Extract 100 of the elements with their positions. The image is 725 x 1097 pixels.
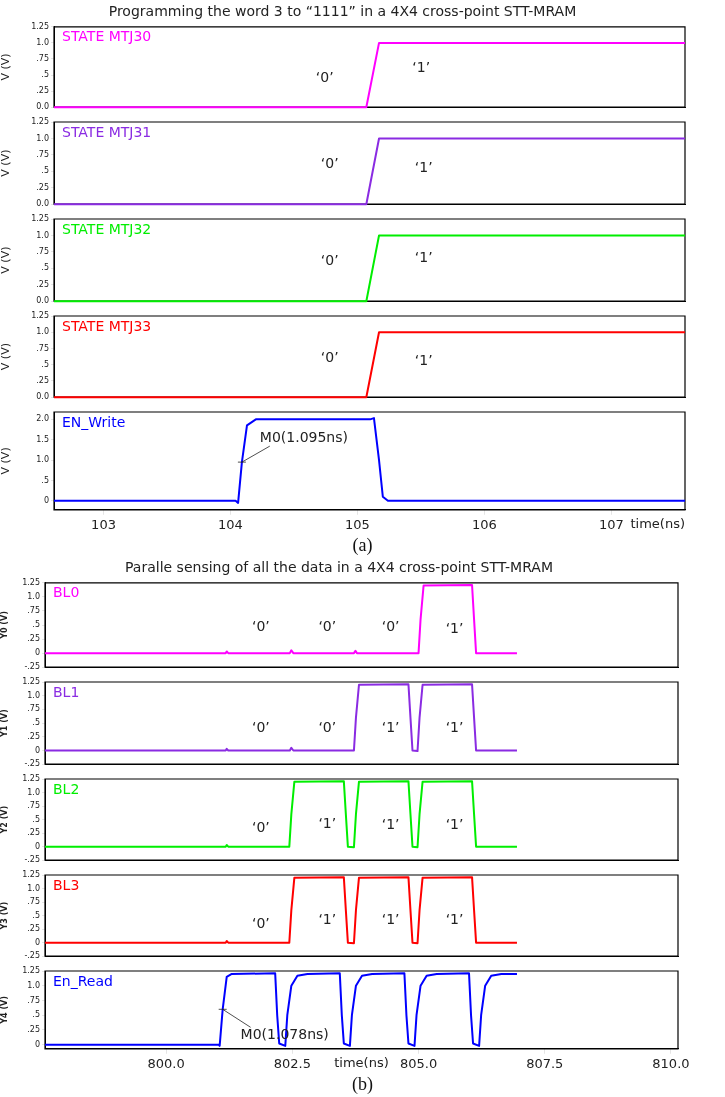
text: STATE MTJ32 <box>62 220 152 237</box>
annotation: ‘1’ <box>445 910 464 927</box>
annotation: ‘0’ <box>320 155 339 172</box>
y-tick-label: 0 <box>43 495 49 505</box>
text: EN_Write <box>62 413 126 430</box>
y-tick-label: .5 <box>41 263 49 273</box>
annotation: ‘1’ <box>318 910 337 927</box>
y-tick-label: .25 <box>36 86 49 96</box>
y-axis-title: V (V) <box>0 343 13 371</box>
y-tick-label: 1.0 <box>27 591 40 601</box>
y-axis-title: V (V) <box>0 149 13 177</box>
annotation: ‘1’ <box>381 910 400 927</box>
text: (a) <box>351 534 374 556</box>
text: En_Read <box>53 972 113 989</box>
x-tick-label: 106 <box>471 516 497 532</box>
text: BL1 <box>53 683 80 700</box>
y-axis-title: V (V) <box>0 246 13 274</box>
x-tick-label: 105 <box>345 516 370 532</box>
y-tick-label: 1.25 <box>31 214 49 224</box>
annotation: ‘0’ <box>251 915 270 932</box>
y-tick-label: -.25 <box>24 951 40 961</box>
y-tick-label: .25 <box>36 182 49 192</box>
y-tick-label: 1.0 <box>27 787 40 797</box>
annotation: ‘1’ <box>414 158 433 175</box>
annotation: ‘0’ <box>251 819 270 836</box>
y-tick-label: -.25 <box>24 855 40 865</box>
y-tick-label: 1.0 <box>36 37 49 47</box>
x-tick-label: 103 <box>91 516 116 532</box>
y-axis-title: Y3 (V) <box>0 901 9 931</box>
y-tick-label: .75 <box>27 995 40 1005</box>
x-axis-title: time(ns) <box>334 1054 389 1070</box>
x-tick-label: 805.0 <box>399 1055 438 1071</box>
x-tick-label: 807.5 <box>526 1055 564 1071</box>
y-tick-label: 1.25 <box>22 870 40 880</box>
y-tick-label: .25 <box>27 924 40 934</box>
y-tick-label: .5 <box>32 718 40 728</box>
y-axis-title: Y4 (V) <box>0 996 9 1025</box>
y-tick-label: .25 <box>27 1025 40 1035</box>
y-tick-label: -.25 <box>24 662 40 672</box>
y-tick-label: 1.25 <box>31 21 49 31</box>
y-tick-label: .75 <box>27 897 40 907</box>
y-tick-label: 0.0 <box>36 102 49 112</box>
y-tick-label: 1.0 <box>36 327 49 337</box>
annotation: ‘1’ <box>445 620 464 637</box>
annotation: ‘1’ <box>381 815 400 832</box>
y-tick-label: 1.25 <box>31 311 49 321</box>
annotation: ‘0’ <box>318 719 337 736</box>
y-tick-label: 0.0 <box>36 199 49 209</box>
y-tick-label: .25 <box>36 279 49 289</box>
x-tick-label: 104 <box>218 516 243 532</box>
annotation: ‘0’ <box>381 618 400 635</box>
y-tick-label: 1.5 <box>36 434 49 444</box>
y-tick-label: 0.0 <box>36 296 49 306</box>
y-tick-label: .5 <box>32 1010 40 1020</box>
text: BL2 <box>53 780 80 797</box>
text: BL0 <box>53 584 80 601</box>
annotation: ‘0’ <box>251 618 270 635</box>
x-tick-label: 810.0 <box>652 1055 690 1071</box>
y-axis-title: Y2 (V) <box>0 805 9 835</box>
y-tick-label: 1.25 <box>22 966 40 976</box>
y-tick-label: -.25 <box>24 759 40 769</box>
chart-title: Programming the word 3 to “1111” in a 4X4 cross-point STT-MRAM <box>108 3 577 20</box>
y-tick-label: .75 <box>36 149 49 159</box>
y-tick-label: .75 <box>27 704 40 714</box>
y-tick-label: .5 <box>41 359 49 369</box>
y-tick-label: .5 <box>41 166 49 176</box>
annotation: ‘1’ <box>412 59 431 76</box>
y-axis-title: Y1 (V) <box>0 709 9 738</box>
y-tick-label: .5 <box>32 620 40 630</box>
y-tick-label: 0 <box>34 1039 40 1049</box>
annotation: ‘1’ <box>414 249 433 266</box>
y-tick-label: .25 <box>27 731 40 741</box>
y-tick-label: 1.25 <box>22 577 40 587</box>
y-tick-label: 1.0 <box>36 455 49 465</box>
y-tick-label: .75 <box>36 54 49 64</box>
y-tick-label: .5 <box>32 814 40 824</box>
x-tick-label: 800.0 <box>147 1055 185 1071</box>
annotation: ‘1’ <box>318 814 337 831</box>
y-tick-label: 2.0 <box>36 414 49 424</box>
y-tick-label: .75 <box>36 246 49 256</box>
annotation: ‘1’ <box>445 815 464 832</box>
y-tick-label: 1.0 <box>36 230 49 240</box>
text: STATE MTJ33 <box>62 317 152 334</box>
y-tick-label: .75 <box>27 801 40 811</box>
y-tick-label: .75 <box>36 343 49 353</box>
x-tick-label: 802.5 <box>273 1055 311 1071</box>
y-tick-label: 1.25 <box>22 774 40 784</box>
y-axis-title: Y0 (V) <box>0 611 9 640</box>
y-axis-title: V (V) <box>0 53 13 81</box>
annotation: M0(1.095ns) <box>259 428 348 445</box>
y-tick-label: .5 <box>41 70 49 80</box>
y-tick-label: .75 <box>27 606 40 616</box>
y-tick-label: 0 <box>34 937 40 947</box>
y-tick-label: .25 <box>36 376 49 386</box>
text: (b) <box>351 1073 374 1095</box>
x-tick-label: 107 <box>598 516 624 532</box>
annotation: ‘0’ <box>318 618 337 635</box>
y-tick-label: .25 <box>27 634 40 644</box>
annotation: ‘1’ <box>381 719 400 736</box>
y-tick-label: 0.0 <box>36 392 49 402</box>
